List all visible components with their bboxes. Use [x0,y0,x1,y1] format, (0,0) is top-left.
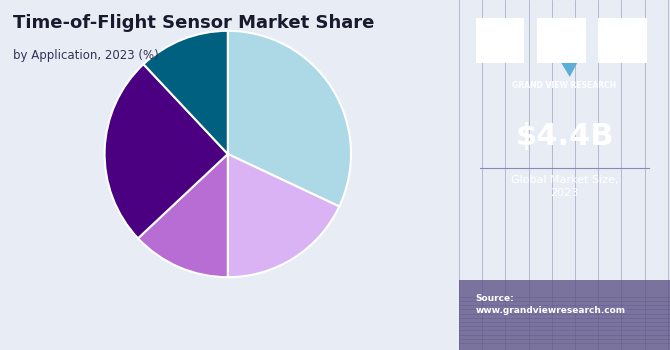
Wedge shape [105,64,228,238]
Text: Global Market Size,
2023: Global Market Size, 2023 [511,175,618,198]
Wedge shape [143,31,228,154]
Wedge shape [138,154,228,277]
FancyBboxPatch shape [476,18,525,63]
FancyBboxPatch shape [598,18,647,63]
Text: by Application, 2023 (%): by Application, 2023 (%) [13,49,159,62]
Bar [459,280,670,350]
Polygon shape [561,63,577,77]
Text: $4.4B: $4.4B [515,122,614,152]
Text: Source:
www.grandviewresearch.com: Source: www.grandviewresearch.com [476,294,626,315]
FancyBboxPatch shape [537,18,586,63]
Wedge shape [228,31,351,206]
Text: Time-of-Flight Sensor Market Share: Time-of-Flight Sensor Market Share [13,14,375,32]
Text: GRAND VIEW RESEARCH: GRAND VIEW RESEARCH [513,80,616,90]
Wedge shape [228,154,339,277]
